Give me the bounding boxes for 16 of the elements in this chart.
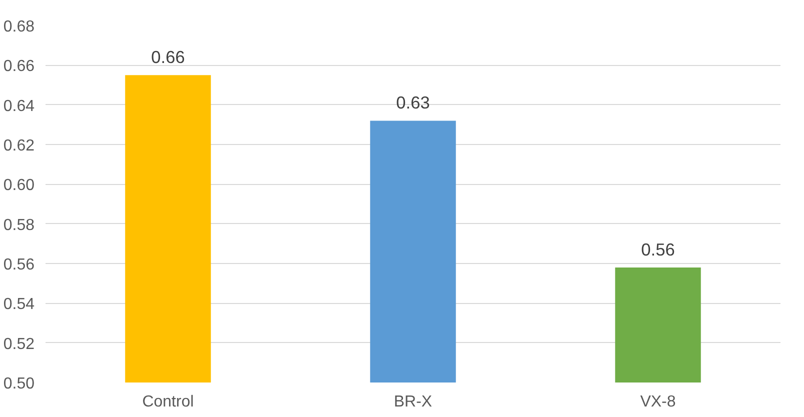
y-tick-label: 0.62 <box>3 138 35 154</box>
y-tick-label: 0.52 <box>3 336 35 353</box>
y-tick-label: 0.68 <box>3 18 35 36</box>
y-tick-label: 0.66 <box>3 58 35 76</box>
y-tick-label: 0.64 <box>3 98 35 115</box>
y-tick-label: 0.60 <box>3 177 35 194</box>
y-tick-label: 0.54 <box>3 296 35 314</box>
x-tick-label: Control <box>142 394 194 410</box>
y-tick-label: 0.50 <box>3 376 35 392</box>
data-label: 0.56 <box>641 239 675 260</box>
y-tick-label: 0.58 <box>3 216 35 234</box>
data-label: 0.66 <box>151 47 185 68</box>
data-label: 0.63 <box>396 92 430 113</box>
x-tick-label: VX-8 <box>640 394 676 410</box>
x-tick-label: BR-X <box>394 394 432 410</box>
y-tick-label: 0.56 <box>3 256 35 274</box>
